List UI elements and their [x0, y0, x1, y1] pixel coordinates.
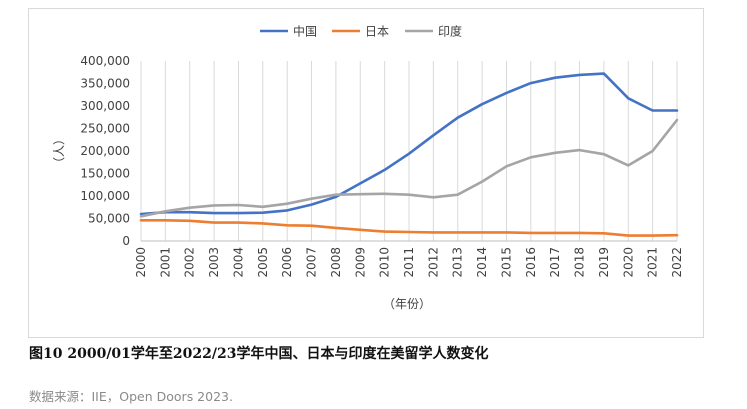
line-chart: 0 50,000 100,000 150,000 200,000 250,000 300,0…: [52, 24, 684, 312]
figure-caption: 图10 2000/01学年至2022/23学年中国、日本与印度在美留学人数变化: [29, 346, 489, 362]
x-tick-label: 2017: [548, 247, 562, 278]
series-line-2: [139, 219, 679, 237]
x-tick-label: 2018: [573, 247, 587, 278]
x-tick-label: 2019: [597, 247, 611, 278]
axis-layer: 0 50,000 100,000 150,000 200,000 250,000 300,0…: [80, 54, 684, 278]
x-tick-label: 2004: [231, 247, 245, 278]
x-tick-label: 2003: [207, 247, 221, 278]
x-tick-label: 2021: [646, 247, 660, 278]
y-tick-label: 400,000: [80, 54, 130, 68]
x-tick-label: 2016: [524, 247, 538, 278]
x-tick-label: 2010: [378, 247, 392, 278]
x-tick-label: 2000: [134, 247, 148, 278]
series-line-1: [139, 72, 679, 216]
y-tick-label: 350,000: [80, 77, 130, 91]
x-tick-label: 2005: [256, 247, 270, 278]
x-tick-label: 2006: [280, 247, 294, 278]
x-tick-label: 2020: [621, 247, 635, 278]
x-tick-label: 2014: [475, 247, 489, 278]
series-line-3: [139, 118, 679, 218]
y-tick-label: 0: [122, 234, 130, 248]
x-tick-label: 2007: [305, 247, 319, 278]
x-tick-label: 2015: [499, 247, 513, 278]
y-tick-label: 300,000: [80, 99, 130, 113]
y-tick-label: 250,000: [80, 122, 130, 136]
grid-layer: [140, 61, 678, 241]
y-tick-label: 200,000: [80, 144, 130, 158]
x-tick-label: 2008: [329, 247, 343, 278]
x-tick-label: 2002: [183, 247, 197, 278]
legend: 中国 日本 印度: [260, 24, 462, 39]
legend-label-1: 中国: [293, 24, 317, 39]
x-axis-label: （年份）: [383, 297, 431, 311]
x-tick-label: 2022: [670, 247, 684, 278]
series-layer: [139, 72, 679, 237]
y-axis-label: （人）: [52, 133, 66, 169]
y-tick-label: 150,000: [80, 167, 130, 181]
legend-label-3: 印度: [438, 24, 462, 39]
y-tick-label: 100,000: [80, 189, 130, 203]
legend-label-2: 日本: [365, 25, 389, 39]
y-tick-label: 50,000: [88, 212, 130, 226]
chart-frame: 0 50,000 100,000 150,000 200,000 250,000 300,0…: [28, 8, 704, 338]
x-tick-label: 2013: [451, 247, 465, 278]
x-tick-label: 2012: [426, 247, 440, 278]
x-tick-label: 2009: [353, 247, 367, 278]
x-tick-label: 2001: [158, 247, 172, 278]
data-source-note: 数据来源：IIE，Open Doors 2023.: [29, 389, 233, 404]
x-tick-label: 2011: [402, 247, 416, 278]
